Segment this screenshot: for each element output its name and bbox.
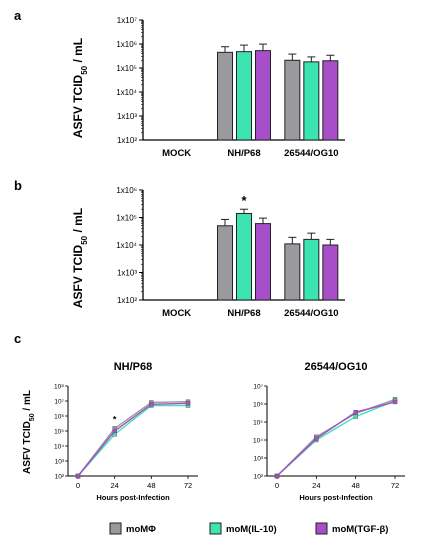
y-tick-label: 1x10⁵ [116, 214, 137, 223]
y-tick-label: 10⁵ [253, 420, 263, 427]
chart-title: NH/P68 [114, 361, 153, 373]
data-point [112, 428, 117, 434]
series-line [77, 402, 189, 477]
chart-title: 26544/OG10 [305, 361, 368, 373]
y-tick-label: 10² [254, 474, 264, 481]
x-category-label: 26544/OG10 [284, 148, 338, 159]
data-point [274, 473, 280, 479]
x-tick-label: 24 [110, 481, 118, 490]
data-point [392, 399, 398, 405]
data-point [185, 401, 191, 406]
significance-marker: * [113, 414, 117, 424]
bar [322, 60, 339, 141]
legend-label: moM(TGF-β) [332, 524, 388, 535]
x-tick-label: 0 [76, 481, 80, 490]
legend-swatch [109, 522, 122, 535]
y-tick-label: 10⁸ [54, 384, 64, 391]
y-tick-label: 10⁴ [54, 444, 64, 451]
data-point [75, 473, 81, 479]
bar [217, 51, 233, 141]
y-tick-label: 10³ [254, 456, 264, 463]
bar [255, 50, 271, 141]
x-axis-title: Hours post-Infection [96, 493, 170, 502]
x-tick-label: 24 [312, 481, 320, 490]
panel-c-letter: c [14, 331, 21, 346]
x-category-label: MOCK [162, 308, 191, 319]
panel-c-ylabel: ASFV TCID50 / mL [22, 390, 36, 474]
y-tick-label: 10⁶ [253, 402, 263, 409]
x-category-label: 26544/OG10 [284, 308, 338, 319]
y-tick-label: 1x10⁵ [116, 64, 137, 73]
y-tick-label: 1x10⁶ [116, 186, 137, 195]
legend-swatch [315, 522, 328, 535]
bar [322, 244, 339, 301]
panel-b-ylabel: ASFV TCID50 / mL [71, 208, 89, 308]
x-tick-label: 48 [351, 481, 359, 490]
x-tick-label: 48 [147, 481, 155, 490]
y-tick-label: 10² [55, 474, 65, 481]
data-point [353, 414, 358, 419]
y-tick-label: 1x10² [117, 296, 137, 305]
bar [236, 212, 252, 301]
x-category-label: NH/P68 [227, 308, 260, 319]
x-axis-title: Hours post-Infection [299, 493, 373, 502]
y-tick-label: 10⁶ [54, 414, 64, 421]
bar [236, 51, 252, 141]
bar [303, 238, 320, 301]
data-point [314, 436, 319, 441]
legend: moMΦ moM(IL-10) moM(TGF-β) [109, 522, 388, 535]
bar [255, 223, 271, 301]
series-line [276, 400, 396, 477]
significance-marker: * [241, 193, 247, 208]
chart-b: 1x10² 1x10³ 1x10⁴ 1x10⁵ 1x10⁶ MOCK NH/P68 26544… [116, 186, 345, 319]
x-tick-label: 72 [391, 481, 399, 490]
x-tick-label: 0 [275, 481, 279, 490]
y-tick-label: 1x10³ [117, 112, 137, 121]
legend-swatch [209, 522, 222, 535]
legend-label: moMΦ [126, 524, 156, 535]
data-point [149, 402, 154, 407]
bar [284, 243, 301, 301]
y-tick-label: 10⁴ [253, 438, 263, 445]
bar [217, 225, 233, 301]
chart-c-26544: 26544/OG10 10² 10³ 10⁴ 10⁵ 10⁶ 10⁷ 0 24 48 72 Hours… [253, 361, 405, 502]
bar [284, 59, 301, 141]
y-tick-label: 10⁵ [54, 429, 64, 436]
y-tick-label: 1x10⁶ [116, 40, 137, 49]
panel-a-letter: a [14, 8, 22, 23]
x-category-label: NH/P68 [227, 148, 260, 159]
chart-c-nhp68: NH/P68 10² 10³ 10⁴ 10⁵ 10⁶ 10⁷ 10⁸ 0 24 48 72 Hours … [54, 361, 198, 502]
legend-label: moM(IL-10) [226, 524, 277, 535]
series-line [276, 401, 396, 477]
y-tick-label: 1x10³ [117, 269, 137, 278]
bar [303, 61, 320, 141]
y-tick-label: 10³ [55, 459, 65, 466]
panel-b-letter: b [14, 178, 22, 193]
x-tick-label: 72 [184, 481, 192, 490]
series-line [77, 404, 188, 477]
x-category-label: MOCK [162, 148, 191, 159]
series-line [77, 400, 189, 477]
y-tick-label: 1x10⁷ [117, 16, 137, 25]
data-point [353, 410, 358, 415]
series-line [276, 398, 396, 477]
y-tick-label: 1x10⁴ [116, 88, 137, 97]
chart-a: 1x10² 1x10³ 1x10⁴ 1x10⁵ 1x10⁶ 1x10⁷ MOCK NH/P68… [116, 16, 345, 159]
y-tick-label: 1x10² [117, 136, 137, 145]
panel-a-ylabel: ASFV TCID50 / mL [71, 38, 89, 138]
y-tick-label: 10⁷ [253, 384, 263, 391]
y-tick-label: 10⁷ [54, 399, 64, 406]
y-tick-label: 1x10⁴ [116, 241, 137, 250]
